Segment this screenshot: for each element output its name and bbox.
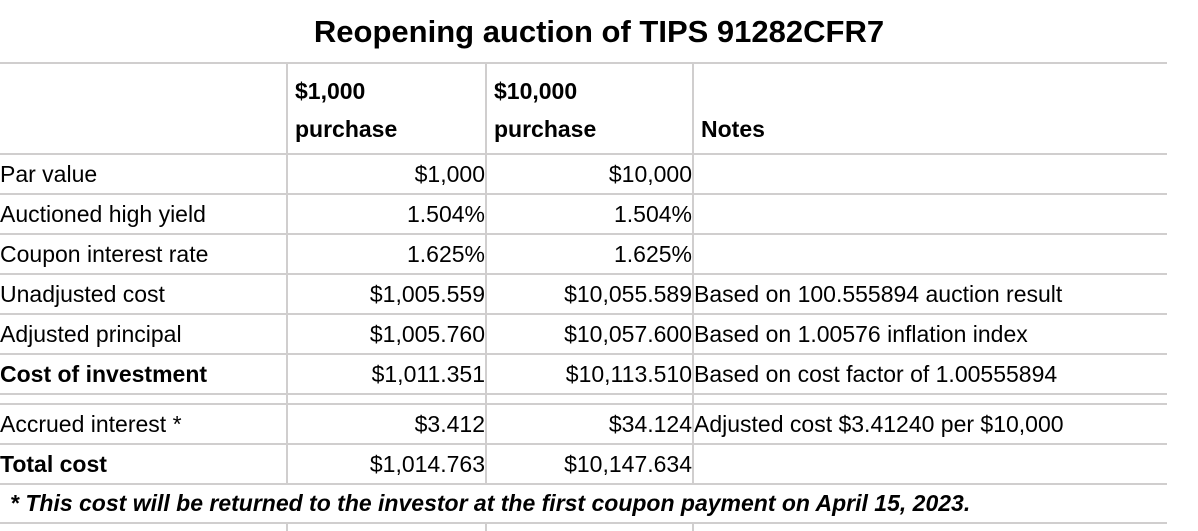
table-row: Par value $1,000 $10,000 (0, 154, 1167, 195)
value-1000-purchase: $1,005.760 (286, 314, 486, 355)
header-1000-line1: $1,000 (295, 78, 366, 104)
value-1000-purchase: $1,011.351 (286, 354, 486, 395)
note-cell: Based on 100.555894 auction result (692, 274, 1167, 315)
table-row: Cost of investment $1,011.351 $10,113.510 B… (0, 354, 1167, 395)
header-1000-line2: purchase (295, 116, 398, 142)
value-1000-purchase: $1,000 (286, 154, 486, 195)
value-1000-purchase: $3.412 (286, 404, 486, 445)
value-10000-purchase: 1.625% (485, 234, 693, 275)
value-10000-purchase: $34.124 (485, 404, 693, 445)
header-1000-purchase: $1,000 purchase (286, 62, 486, 155)
table-header-row: $1,000 purchase $10,000 purchase Notes (0, 62, 1167, 155)
value-10000-purchase: 1.504% (485, 194, 693, 235)
value-10000-purchase: $10,113.510 (485, 354, 693, 395)
note-cell: Based on cost factor of 1.00555894 (692, 354, 1167, 395)
table-row: Total cost $1,014.763 $10,147.634 (0, 444, 1167, 485)
note-cell (692, 444, 1167, 485)
value-1000-purchase: $1,005.559 (286, 274, 486, 315)
row-label: Accrued interest * (0, 404, 287, 445)
partial-cell (485, 523, 693, 531)
row-label: Cost of investment (0, 354, 287, 395)
row-label: Unadjusted cost (0, 274, 287, 315)
partial-next-row (0, 523, 1167, 531)
row-label: Coupon interest rate (0, 234, 287, 275)
row-label: Par value (0, 154, 287, 195)
footnote-text: * This cost will be returned to the inve… (0, 484, 1167, 524)
table-body: Par value $1,000 $10,000 Auctioned high yie… (0, 154, 1167, 485)
table-row: Auctioned high yield 1.504% 1.504% (0, 194, 1167, 235)
table-row: Coupon interest rate 1.625% 1.625% (0, 234, 1167, 275)
value-10000-purchase: $10,147.634 (485, 444, 693, 485)
value-1000-purchase: 1.625% (286, 234, 486, 275)
table-row: Unadjusted cost $1,005.559 $10,055.589 Base… (0, 274, 1167, 315)
header-notes-label: Notes (701, 116, 765, 142)
spacer-cell (286, 394, 486, 405)
row-label: Auctioned high yield (0, 194, 287, 235)
spacer-row (0, 394, 1167, 405)
note-cell (692, 154, 1167, 195)
note-cell (692, 194, 1167, 235)
header-10000-purchase: $10,000 purchase (485, 62, 693, 155)
partial-cell (0, 523, 287, 531)
header-10000-line2: purchase (494, 116, 597, 142)
spacer-cell (692, 394, 1167, 405)
page-title: Reopening auction of TIPS 91282CFR7 (313, 14, 885, 49)
row-label: Adjusted principal (0, 314, 287, 355)
spacer-cell (485, 394, 693, 405)
value-1000-purchase: $1,014.763 (286, 444, 486, 485)
value-10000-purchase: $10,057.600 (485, 314, 693, 355)
row-label: Total cost (0, 444, 287, 485)
table-row: Adjusted principal $1,005.760 $10,057.600 B… (0, 314, 1167, 355)
partial-cell (692, 523, 1167, 531)
footnote-row: * This cost will be returned to the inve… (0, 484, 1167, 524)
value-10000-purchase: $10,055.589 (485, 274, 693, 315)
table-row: Accrued interest * $3.412 $34.124 Adjusted … (0, 404, 1167, 445)
note-cell: Based on 1.00576 inflation index (692, 314, 1167, 355)
value-10000-purchase: $10,000 (485, 154, 693, 195)
header-empty-cell (0, 62, 287, 155)
header-10000-line1: $10,000 (494, 78, 578, 104)
value-1000-purchase: 1.504% (286, 194, 486, 235)
header-notes: Notes (692, 62, 1167, 155)
spacer-cell (0, 394, 287, 405)
note-cell (692, 234, 1167, 275)
partial-cell (286, 523, 486, 531)
tips-cost-table: $1,000 purchase $10,000 purchase Notes P… (0, 62, 1167, 531)
note-cell: Adjusted cost $3.41240 per $10,000 (692, 404, 1167, 445)
